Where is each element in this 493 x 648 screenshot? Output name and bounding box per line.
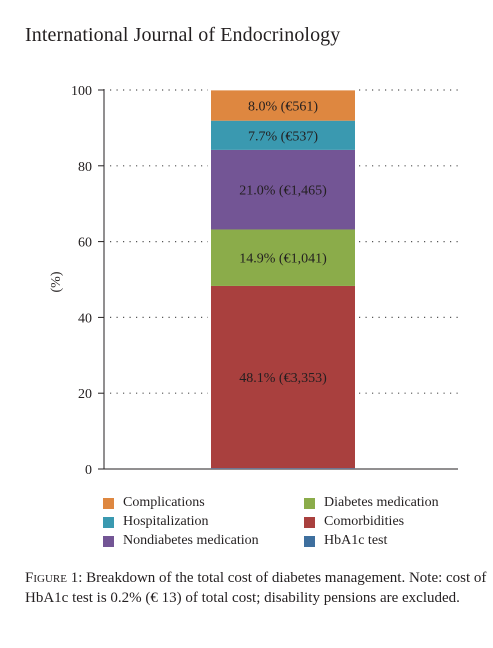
legend-item-hba1c-test: HbA1c test: [304, 533, 387, 549]
figure-label: Figure 1:: [25, 570, 83, 586]
legend-label: Hospitalization: [123, 514, 209, 529]
bar-segment-comorbidities: [211, 285, 355, 469]
legend-swatch: [304, 497, 315, 509]
legend-swatch: [103, 516, 114, 528]
legend-label: Complications: [123, 495, 205, 510]
legend-swatch: [304, 535, 315, 547]
legend-swatch: [103, 535, 114, 547]
legend-label: Nondiabetes medication: [123, 533, 259, 548]
bar-segment-hospitalization: [211, 120, 355, 150]
y-tick-label-0: 0: [85, 463, 92, 478]
legend-item-nondiabetes-medication: Nondiabetes medication: [103, 533, 259, 549]
y-tick-label-20: 20: [78, 387, 92, 402]
figure-caption: Figure 1: Breakdown of the total cost of…: [25, 568, 487, 608]
legend-label: Diabetes medication: [324, 495, 439, 510]
legend-item-comorbidities: Comorbidities: [304, 514, 404, 530]
y-tick-label-60: 60: [78, 236, 92, 251]
data-label-complications: 8.0% (€561): [248, 100, 318, 115]
data-label-hospitalization: 7.7% (€537): [248, 129, 318, 144]
figure-caption-text: Breakdown of the total cost of diabetes …: [25, 570, 487, 606]
y-tick-label-100: 100: [71, 84, 92, 99]
legend-label: Comorbidities: [324, 514, 405, 529]
legend-item-complications: Complications: [103, 495, 205, 511]
bar-segment-nondiabetes-medication: [211, 149, 355, 230]
bar-segment-diabetes-medication: [211, 229, 355, 286]
bar-segment-complications: [211, 90, 355, 121]
data-label-diabetes-medication: 14.9% (€1,041): [239, 252, 327, 267]
data-label-nondiabetes-medication: 21.0% (€1,465): [239, 184, 327, 199]
legend-swatch: [103, 497, 114, 509]
legend-item-diabetes-medication: Diabetes medication: [304, 495, 439, 511]
legend-item-hospitalization: Hospitalization: [103, 514, 209, 530]
legend-swatch: [304, 516, 315, 528]
journal-title: International Journal of Endocrinology: [25, 24, 341, 46]
y-tick-label-40: 40: [78, 311, 92, 326]
legend-label: HbA1c test: [324, 533, 388, 548]
bar-segment-hba1c-test: [211, 468, 355, 469]
y-axis-label: (%): [49, 271, 64, 292]
stacked-bar-chart: 0 20 40 60 80 100 (%) 48.1% (€3,353) 14.9% (€1,0…: [49, 84, 458, 478]
y-tick-label-80: 80: [78, 160, 92, 175]
data-label-comorbidities: 48.1% (€3,353): [239, 371, 327, 386]
